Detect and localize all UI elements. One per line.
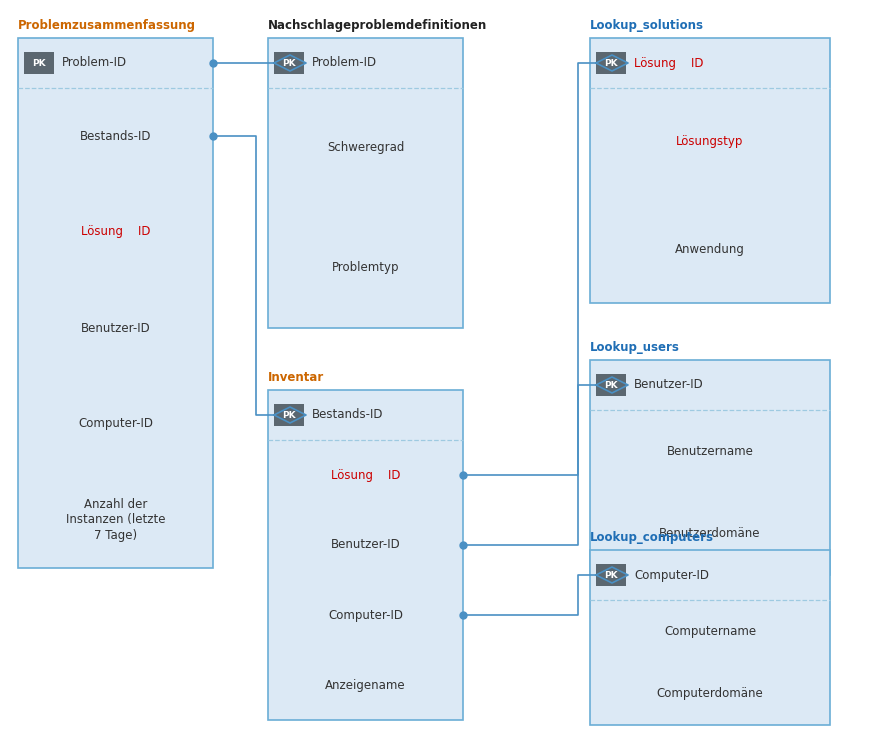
Text: Lookup_solutions: Lookup_solutions [590,19,704,32]
Bar [596,374,626,396]
Text: Problem-ID: Problem-ID [312,56,377,70]
Text: Benutzername: Benutzername [667,445,753,458]
Text: Lösung    ID: Lösung ID [331,468,400,482]
Text: Problem-ID: Problem-ID [62,56,127,70]
Text: Benutzer-ID: Benutzer-ID [634,378,704,391]
Text: PK: PK [604,58,617,67]
Text: Inventar: Inventar [268,371,325,384]
Text: PK: PK [282,411,295,420]
Text: Computer-ID: Computer-ID [328,608,403,622]
Text: Bestands-ID: Bestands-ID [312,408,384,422]
Text: PK: PK [604,571,617,579]
Text: Anzeigename: Anzeigename [325,679,406,691]
Text: Computername: Computername [664,625,756,638]
Text: Computer-ID: Computer-ID [634,568,709,582]
Text: Lösungstyp: Lösungstyp [676,135,744,148]
Text: Bestands-ID: Bestands-ID [79,130,151,143]
Bar [590,38,830,303]
Text: Schweregrad: Schweregrad [327,141,404,155]
Text: Nachschlageproblemdefinitionen: Nachschlageproblemdefinitionen [268,19,487,32]
Bar [590,360,830,575]
Bar [274,404,304,426]
Bar [18,38,213,568]
Text: Lösung    ID: Lösung ID [634,56,704,70]
Bar [596,52,626,74]
Bar [596,564,626,586]
Text: Computerdomäne: Computerdomäne [656,687,764,700]
Bar [268,390,463,720]
Bar [590,550,830,725]
Text: Lookup_users: Lookup_users [590,341,680,354]
Text: Problemtyp: Problemtyp [332,261,400,275]
Text: Benutzer-ID: Benutzer-ID [331,539,400,551]
Text: PK: PK [32,58,46,67]
Text: Benutzer-ID: Benutzer-ID [80,321,150,334]
Text: Benutzerdomäne: Benutzerdomäne [659,527,761,540]
Text: Problemzusammenfassung: Problemzusammenfassung [18,19,196,32]
Text: PK: PK [282,58,295,67]
Bar [268,38,463,328]
Bar [24,52,54,74]
Text: Lookup_computers: Lookup_computers [590,531,714,544]
Text: Anzahl der
Instanzen (letzte
7 Tage): Anzahl der Instanzen (letzte 7 Tage) [66,499,165,542]
Text: PK: PK [604,380,617,389]
Bar [274,52,304,74]
Text: Anwendung: Anwendung [675,243,745,256]
Text: Lösung    ID: Lösung ID [81,226,150,238]
Text: Computer-ID: Computer-ID [78,417,153,431]
